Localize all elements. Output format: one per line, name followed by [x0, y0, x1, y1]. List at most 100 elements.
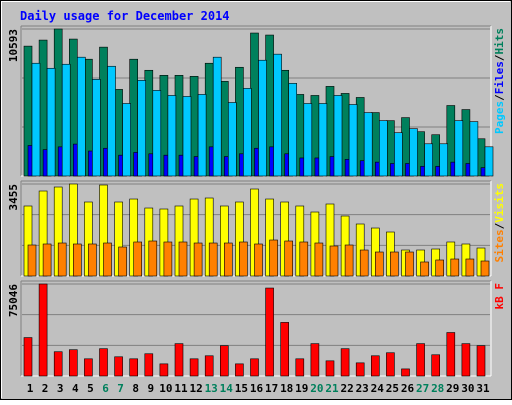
bar: [254, 243, 263, 277]
bar: [61, 63, 71, 177]
bar: [288, 83, 298, 177]
bar: [273, 53, 282, 177]
x-tick-label: 2: [42, 382, 49, 395]
bar: [299, 241, 309, 277]
bar: [178, 241, 188, 277]
bar: [31, 62, 41, 177]
bar: [250, 358, 259, 377]
x-tick-label: 22: [340, 382, 353, 395]
bar: [193, 242, 203, 277]
bar: [84, 358, 93, 377]
chart-title: Daily usage for December 2014: [20, 9, 230, 23]
bar: [88, 243, 97, 277]
legend: Sites/Visits: [493, 183, 506, 263]
bar: [208, 242, 218, 277]
bar: [182, 96, 192, 177]
bar: [224, 242, 233, 277]
bar: [295, 358, 305, 377]
legend: Pages/Files/Hits: [493, 28, 506, 134]
bar: [469, 121, 479, 177]
bar: [446, 332, 456, 377]
bar: [390, 251, 399, 277]
x-tick-label: 30: [461, 382, 474, 395]
x-tick-label: 15: [235, 382, 248, 395]
bar: [99, 348, 108, 377]
x-tick-label: 29: [446, 382, 459, 395]
bar: [159, 363, 169, 377]
x-tick-label: 10: [159, 382, 172, 395]
bar: [303, 103, 313, 177]
bar: [258, 59, 267, 177]
x-tick-label: 23: [356, 382, 369, 395]
x-tick-label: 14: [220, 382, 234, 395]
y-tick-label: 10593: [7, 29, 20, 62]
bar: [280, 322, 290, 377]
bar: [220, 345, 229, 377]
bar: [144, 353, 154, 377]
x-tick-label: 4: [72, 382, 79, 395]
legend-entry: Hits: [493, 28, 506, 55]
bar: [374, 251, 384, 277]
legend-entry: Sites: [493, 229, 506, 262]
bar: [77, 56, 86, 177]
bar: [189, 358, 199, 377]
bar: [325, 360, 335, 377]
x-tick-label: 6: [102, 382, 109, 395]
bar: [355, 362, 365, 377]
bar: [204, 355, 214, 377]
x-tick-label: 3: [57, 382, 64, 395]
bar: [152, 90, 162, 177]
legend-entry: Visits: [493, 183, 506, 223]
x-tick-label: 26: [401, 382, 415, 395]
bar: [122, 103, 131, 177]
x-tick-label: 8: [132, 382, 139, 395]
x-tick-label: 16: [250, 382, 264, 395]
legend-entry: kB F: [493, 283, 506, 310]
bar: [416, 343, 425, 377]
bar: [107, 65, 116, 177]
bar: [405, 251, 414, 277]
bar: [439, 143, 449, 177]
bar: [212, 56, 222, 177]
x-tick-label: 19: [295, 382, 308, 395]
bar: [57, 242, 67, 277]
bar: [314, 242, 324, 277]
bar: [46, 67, 56, 177]
bar: [378, 120, 388, 177]
bar: [454, 120, 464, 177]
x-tick-label: 20: [310, 382, 323, 395]
bar: [450, 258, 460, 277]
bar: [318, 103, 328, 177]
x-tick-label: 28: [431, 382, 444, 395]
bar: [370, 355, 380, 377]
bar: [424, 143, 433, 177]
bar: [27, 244, 37, 277]
bar: [329, 245, 339, 277]
bar: [435, 259, 445, 277]
bar: [333, 95, 343, 177]
bar: [401, 368, 410, 377]
y-tick-label: 75046: [7, 284, 20, 317]
bar: [167, 95, 177, 177]
bar: [163, 241, 173, 277]
bar: [348, 104, 358, 177]
bar: [431, 354, 441, 377]
bar: [310, 343, 320, 377]
x-tick-label: 24: [371, 382, 385, 395]
bar: [174, 343, 184, 377]
bar: [148, 240, 158, 277]
bar: [133, 241, 142, 277]
legend-separator: /: [493, 222, 506, 229]
bar: [42, 243, 52, 277]
bar: [235, 363, 244, 377]
bar: [137, 80, 146, 177]
bar: [363, 112, 373, 177]
y-tick-label: 3455: [7, 184, 20, 211]
bar: [73, 243, 82, 277]
x-tick-label: 1: [27, 382, 34, 395]
legend-separator: /: [493, 94, 506, 101]
x-tick-label: 11: [174, 382, 188, 395]
bar: [394, 132, 403, 177]
bar: [359, 249, 369, 277]
bar: [265, 287, 274, 377]
